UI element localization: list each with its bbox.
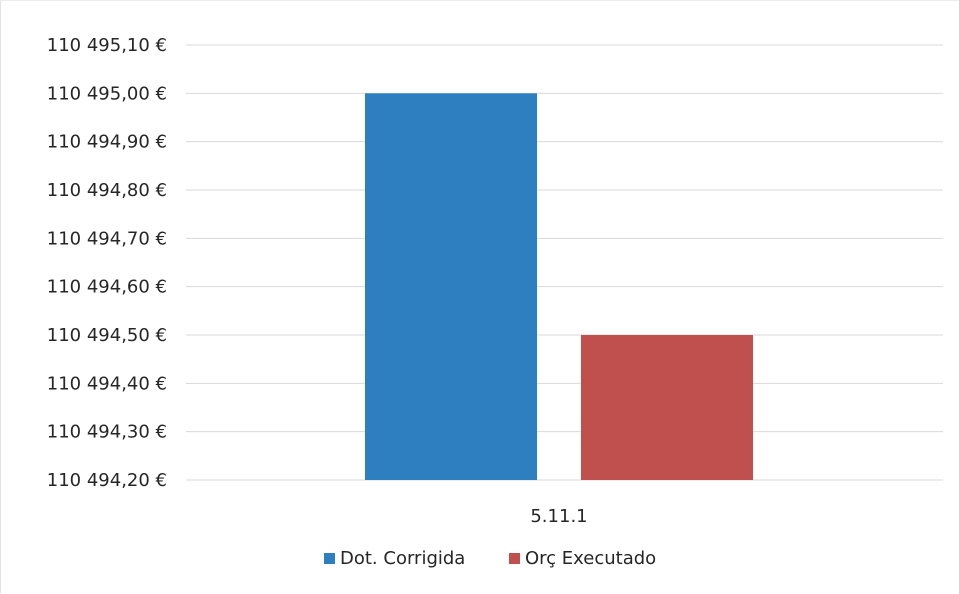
legend-label: Dot. Corrigida	[340, 548, 465, 569]
y-tick-label: 110 494,60 €	[47, 277, 167, 298]
x-tick-label: 5.11.1	[530, 506, 587, 527]
y-tick-label: 110 494,50 €	[47, 325, 167, 346]
legend-label: Orç Executado	[525, 548, 656, 569]
bars	[365, 93, 753, 480]
legend: Dot. Corrigida Orç Executado	[324, 548, 656, 569]
y-tick-label: 110 495,10 €	[47, 35, 167, 56]
legend-swatch	[324, 553, 335, 564]
x-axis-ticks: 5.11.1	[530, 506, 587, 527]
y-tick-label: 110 494,20 €	[47, 470, 167, 491]
y-tick-label: 110 494,70 €	[47, 228, 167, 249]
y-axis-ticks: 110 494,20 € 110 494,30 € 110 494,40 € 110 …	[47, 35, 167, 491]
y-tick-label: 110 494,40 €	[47, 373, 167, 394]
y-tick-label: 110 494,30 €	[47, 422, 167, 443]
y-tick-label: 110 495,00 €	[47, 83, 167, 104]
y-tick-label: 110 494,80 €	[47, 180, 167, 201]
legend-swatch	[509, 553, 520, 564]
gridlines	[186, 44, 943, 481]
bar-dot-corrigida	[365, 93, 537, 480]
y-tick-label: 110 494,90 €	[47, 132, 167, 153]
bar-or-executado	[581, 335, 753, 480]
